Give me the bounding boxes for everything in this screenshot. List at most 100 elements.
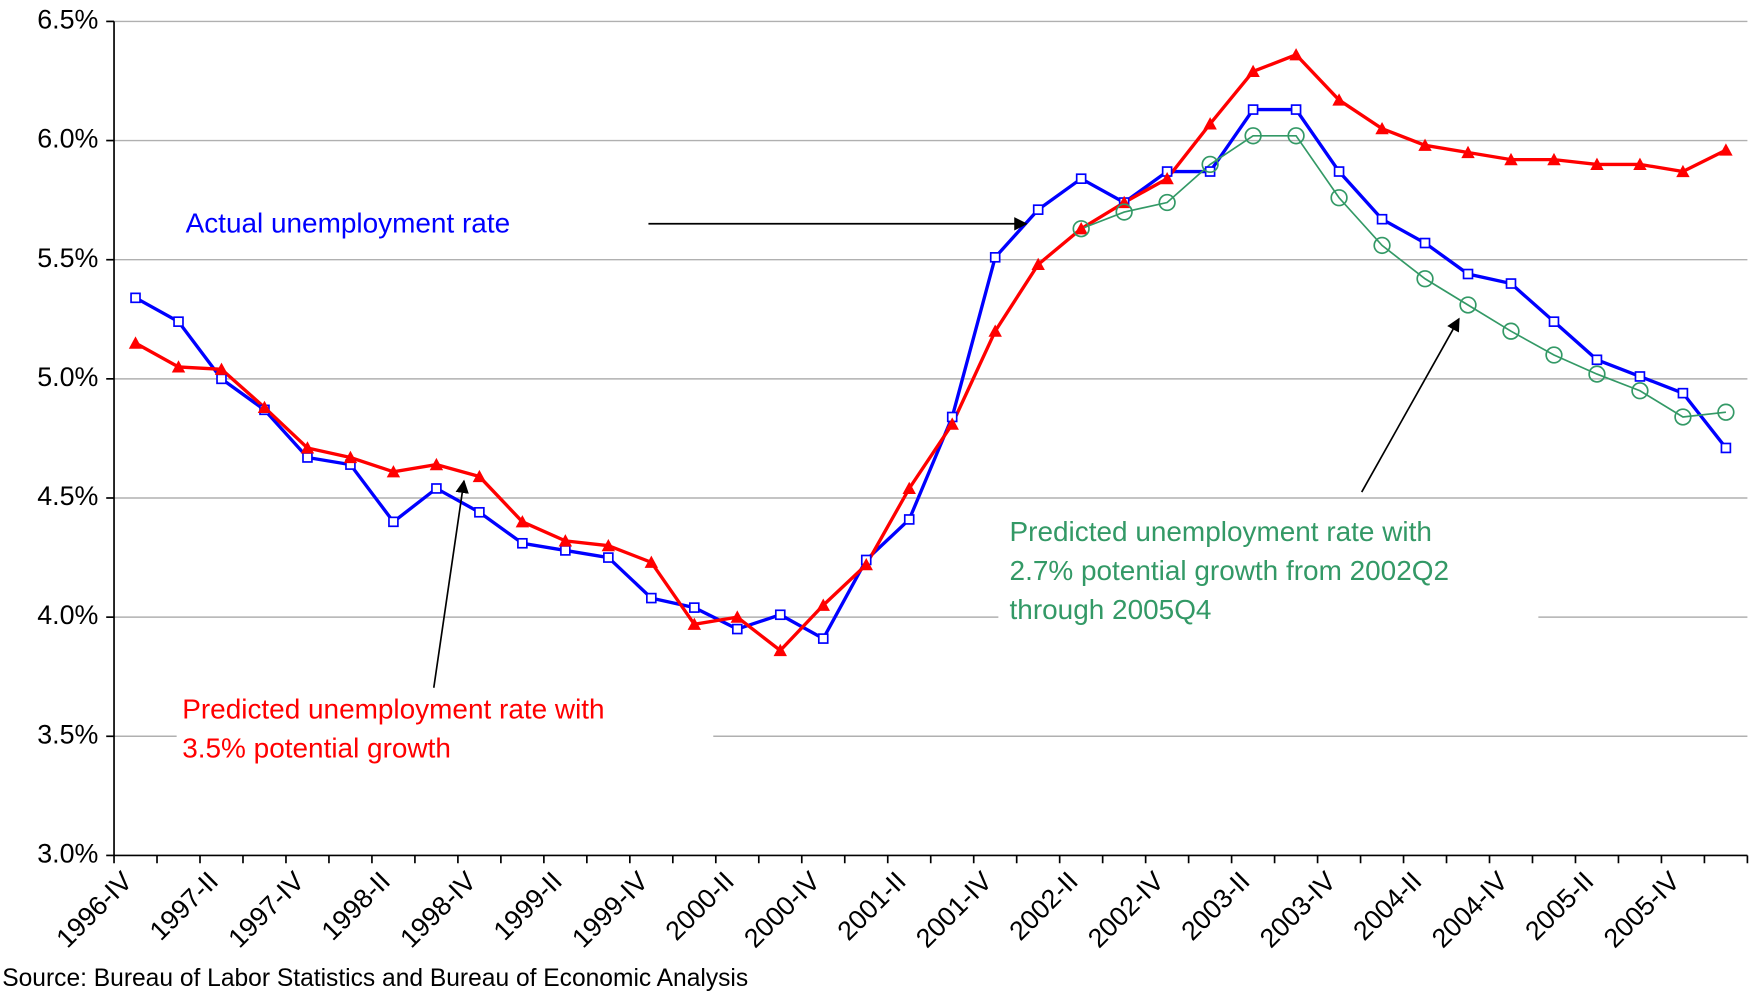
data-point bbox=[1717, 403, 1735, 421]
series-line bbox=[134, 107, 1728, 641]
data-point bbox=[472, 469, 487, 483]
data-point bbox=[1459, 296, 1477, 314]
data-point bbox=[731, 623, 743, 635]
x-tick-label: 2005-II bbox=[1519, 866, 1599, 946]
data-point bbox=[689, 602, 700, 613]
data-point bbox=[1160, 171, 1174, 185]
data-point bbox=[1158, 193, 1176, 212]
data-point bbox=[1631, 382, 1649, 400]
data-point bbox=[431, 483, 442, 494]
data-point bbox=[774, 609, 786, 621]
data-point bbox=[474, 506, 485, 518]
data-point bbox=[1674, 408, 1692, 426]
data-point bbox=[1676, 164, 1690, 178]
x-tick-label: 2003-IV bbox=[1254, 866, 1342, 954]
data-point bbox=[859, 558, 873, 571]
data-point bbox=[1247, 104, 1259, 115]
data-point bbox=[601, 538, 616, 552]
y-tick-label: 6.5% bbox=[37, 5, 98, 35]
data-point bbox=[1591, 354, 1603, 366]
data-point bbox=[1416, 270, 1434, 288]
data-point bbox=[1074, 222, 1088, 235]
data-point bbox=[343, 450, 358, 464]
y-tick-label: 3.0% bbox=[37, 839, 98, 869]
data-point bbox=[1375, 121, 1389, 135]
y-tick-label: 5.5% bbox=[37, 243, 98, 273]
data-point bbox=[646, 592, 657, 604]
data-point bbox=[517, 537, 528, 549]
data-point bbox=[687, 617, 702, 630]
data-point bbox=[1289, 48, 1303, 61]
data-point bbox=[257, 400, 272, 414]
annotation-text: through 2005Q4 bbox=[1010, 594, 1212, 625]
data-point bbox=[560, 545, 571, 556]
x-tick-label: 2004-IV bbox=[1426, 866, 1514, 954]
data-point bbox=[1719, 143, 1733, 156]
y-tick-label: 3.5% bbox=[37, 719, 98, 749]
x-tick-label: 2002-IV bbox=[1082, 866, 1170, 954]
data-point bbox=[1373, 236, 1391, 255]
x-tick-label: 2002-II bbox=[1003, 866, 1083, 946]
data-point bbox=[773, 643, 787, 657]
annotation-text: 3.5% potential growth bbox=[182, 733, 451, 764]
annotation-text: Predicted unemployment rate with bbox=[1010, 516, 1432, 547]
data-point bbox=[1287, 127, 1305, 145]
x-tick-label: 2003-II bbox=[1175, 866, 1255, 946]
data-point bbox=[903, 514, 915, 525]
data-point bbox=[1504, 152, 1518, 166]
data-point bbox=[429, 457, 444, 471]
data-point bbox=[173, 316, 184, 327]
data-point bbox=[1588, 365, 1606, 383]
data-point bbox=[128, 336, 143, 349]
x-tick-label: 1998-IV bbox=[394, 866, 482, 954]
annotation-text: 2.7% potential growth from 2002Q2 bbox=[1010, 555, 1450, 586]
data-point bbox=[988, 324, 1002, 337]
annotation-text: Actual unemployment rate bbox=[186, 207, 511, 238]
data-point bbox=[1330, 189, 1348, 207]
data-point bbox=[1545, 346, 1563, 364]
y-tick-label: 4.5% bbox=[37, 481, 98, 511]
data-point bbox=[1032, 204, 1044, 215]
data-point bbox=[214, 362, 229, 375]
data-point bbox=[1720, 442, 1732, 454]
data-point bbox=[730, 610, 745, 623]
data-point bbox=[1201, 155, 1219, 174]
x-tick-label: 2001-II bbox=[832, 866, 912, 946]
data-point bbox=[1031, 257, 1045, 271]
data-point bbox=[130, 292, 141, 304]
data-point bbox=[603, 552, 614, 563]
data-point bbox=[300, 441, 315, 454]
data-point bbox=[1505, 278, 1517, 289]
data-point bbox=[816, 598, 830, 611]
data-point bbox=[1332, 93, 1346, 106]
data-point bbox=[1115, 203, 1133, 221]
x-tick-label: 2005-IV bbox=[1598, 866, 1686, 954]
y-tick-label: 6.0% bbox=[37, 124, 98, 154]
data-point bbox=[1290, 104, 1302, 115]
x-tick-label: 1999-IV bbox=[566, 866, 654, 954]
data-point bbox=[1376, 213, 1388, 225]
y-tick-label: 4.0% bbox=[37, 600, 98, 630]
data-point bbox=[515, 515, 530, 528]
data-point bbox=[388, 516, 399, 528]
source-note: Source: Bureau of Labor Statistics and B… bbox=[2, 965, 748, 992]
data-point bbox=[1547, 152, 1561, 166]
x-tick-label: 2004-II bbox=[1347, 866, 1427, 946]
data-point bbox=[1548, 316, 1560, 327]
data-point bbox=[817, 633, 829, 644]
data-point bbox=[1677, 387, 1689, 399]
data-point bbox=[1333, 166, 1345, 177]
x-tick-label: 1998-II bbox=[316, 866, 396, 946]
annotation-background bbox=[176, 684, 714, 774]
data-point bbox=[1203, 117, 1217, 130]
x-tick-label: 2000-II bbox=[660, 866, 740, 946]
data-point bbox=[171, 360, 186, 373]
x-tick-label: 2000-IV bbox=[738, 866, 826, 954]
data-point bbox=[1633, 157, 1647, 170]
data-point bbox=[1075, 173, 1087, 184]
annotation-text: Predicted unemployment rate with bbox=[182, 694, 604, 725]
data-point bbox=[1419, 237, 1431, 249]
data-point bbox=[989, 252, 1001, 263]
x-tick-label: 1999-II bbox=[488, 866, 568, 946]
data-point bbox=[1634, 371, 1646, 382]
